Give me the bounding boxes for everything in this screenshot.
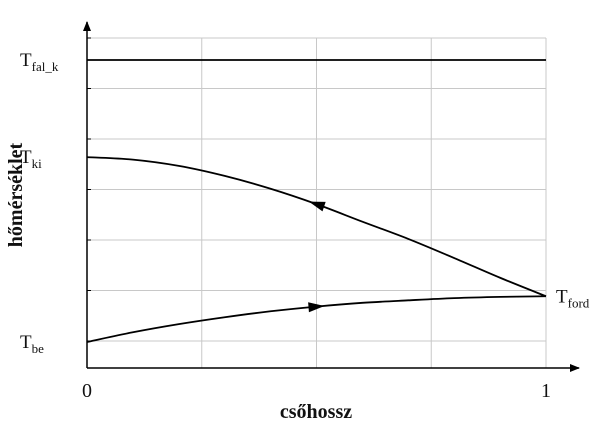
y-tick-label-fal_k: Tfal_k [20, 50, 59, 74]
labels-group: Tbe Tki Tfal_k 0 1 Tford csőhossz hőmérséklet [5, 50, 590, 423]
grid [87, 37, 547, 368]
y-tick-label-ki: Tki [20, 147, 42, 171]
direction-arrow-inflow [308, 302, 325, 313]
y-tick-label-be: Tbe [20, 332, 44, 356]
axes [83, 21, 580, 372]
y-axis-title: hőmérséklet [5, 142, 27, 247]
x-axis-title: csőhossz [280, 401, 352, 423]
x-tick-label: 1 [541, 380, 551, 402]
x-tick-label: 0 [82, 380, 92, 402]
series-group [86, 59, 547, 343]
annotation-label-ford: Tford [556, 286, 590, 310]
direction-arrow-outflow [308, 201, 326, 212]
